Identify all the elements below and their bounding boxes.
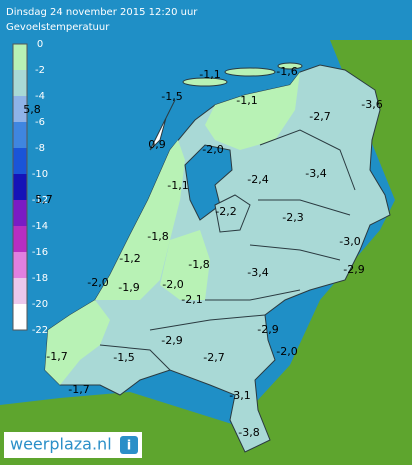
texel: [149, 99, 176, 151]
legend-swatch: [13, 252, 27, 278]
region-value: 5,8: [23, 103, 41, 116]
logo-text: weerplaza.nl: [10, 435, 112, 454]
legend-label: -20: [32, 299, 48, 310]
region-value: -2,0: [202, 143, 223, 156]
legend-label: -12: [32, 195, 48, 206]
legend-swatch: [13, 148, 27, 174]
region-value: -1,1: [199, 68, 220, 81]
region-value: -2,9: [257, 323, 278, 336]
legend-frame: [12, 43, 28, 331]
region-value: -2,1: [181, 293, 202, 306]
legend-swatch: [13, 304, 27, 330]
legend-swatch: [13, 226, 27, 252]
region-value: -1,8: [188, 258, 209, 271]
region-value: -2,9: [161, 334, 182, 347]
region-value: -3,0: [339, 235, 360, 248]
legend-label: -18: [32, 273, 48, 284]
region-value: -2,7: [309, 110, 330, 123]
logo-icon: i: [127, 439, 131, 454]
logo-box: [4, 432, 142, 458]
ijsselmeer: [184, 144, 233, 221]
legend-label: -10: [32, 169, 48, 180]
neighbour-land: [0, 40, 412, 465]
province-borders: [99, 129, 356, 371]
logo-icon-bg: [120, 436, 138, 454]
region-value: -2,4: [247, 173, 268, 186]
region-value: -1,5: [113, 351, 134, 364]
legend-label: -16: [32, 247, 48, 258]
region-value: -2,9: [343, 263, 364, 276]
title: Dinsdag 24 november 2015 12:20 uur: [6, 7, 198, 18]
legend-swatch: [13, 70, 27, 96]
legend-label: 0: [37, 39, 43, 50]
region-value: -1,5: [161, 90, 182, 103]
region-value: -3,1: [229, 389, 250, 402]
region-value: -2,2: [215, 205, 236, 218]
island: [277, 62, 303, 70]
legend-swatch: [13, 200, 27, 226]
region-value: -1,6: [276, 65, 297, 78]
region-value: -2,7: [203, 351, 224, 364]
region-value: -2,0: [87, 276, 108, 289]
region-value: 5,7: [35, 193, 53, 206]
legend-label: -2: [35, 65, 45, 76]
legend-label: -6: [35, 117, 45, 128]
region-value: -1,2: [119, 252, 140, 265]
coastal-zone: [95, 140, 185, 300]
legend-label: -8: [35, 143, 45, 154]
friesland-zone: [205, 72, 300, 150]
island: [224, 67, 276, 77]
region-value: -1,9: [118, 281, 139, 294]
legend-swatch: [13, 278, 27, 304]
legend: 0 -2 -4 -6 -8 -10 -12 -14 -16 -18 -20 -22: [12, 39, 48, 336]
zeeland-zone: [45, 300, 110, 385]
region-value: -2,3: [282, 211, 303, 224]
flevoland: [214, 194, 251, 233]
region-value: -1,8: [147, 230, 168, 243]
legend-swatch: [13, 44, 27, 70]
legend-swatch: [13, 174, 27, 200]
legend-label: -22: [32, 325, 48, 336]
utrecht-zone: [160, 230, 210, 300]
legend-swatch: [13, 96, 27, 122]
legend-label: -4: [35, 91, 45, 102]
region-value: -2,0: [162, 278, 183, 291]
region-value: -1,1: [167, 179, 188, 192]
region-value: -3,4: [247, 266, 268, 279]
region-value: 0,9: [148, 138, 166, 151]
island: [182, 77, 228, 87]
region-value: -1,1: [236, 94, 257, 107]
region-value: -1,7: [68, 383, 89, 396]
region-value: -1,7: [46, 350, 67, 363]
region-value: -3,8: [238, 426, 259, 439]
region-value: -2,0: [276, 345, 297, 358]
legend-label: -14: [32, 221, 48, 232]
legend-swatch: [13, 122, 27, 148]
region-value: -3,4: [305, 167, 326, 180]
value-labels: -1,1 -1,6 -1,5 -1,1 -3,6 -2,7 5,8 0,9 -2,0 -1,1 -2…: [23, 65, 382, 439]
subtitle: Gevoelstemperatuur: [6, 22, 110, 33]
region-value: -3,6: [361, 98, 382, 111]
